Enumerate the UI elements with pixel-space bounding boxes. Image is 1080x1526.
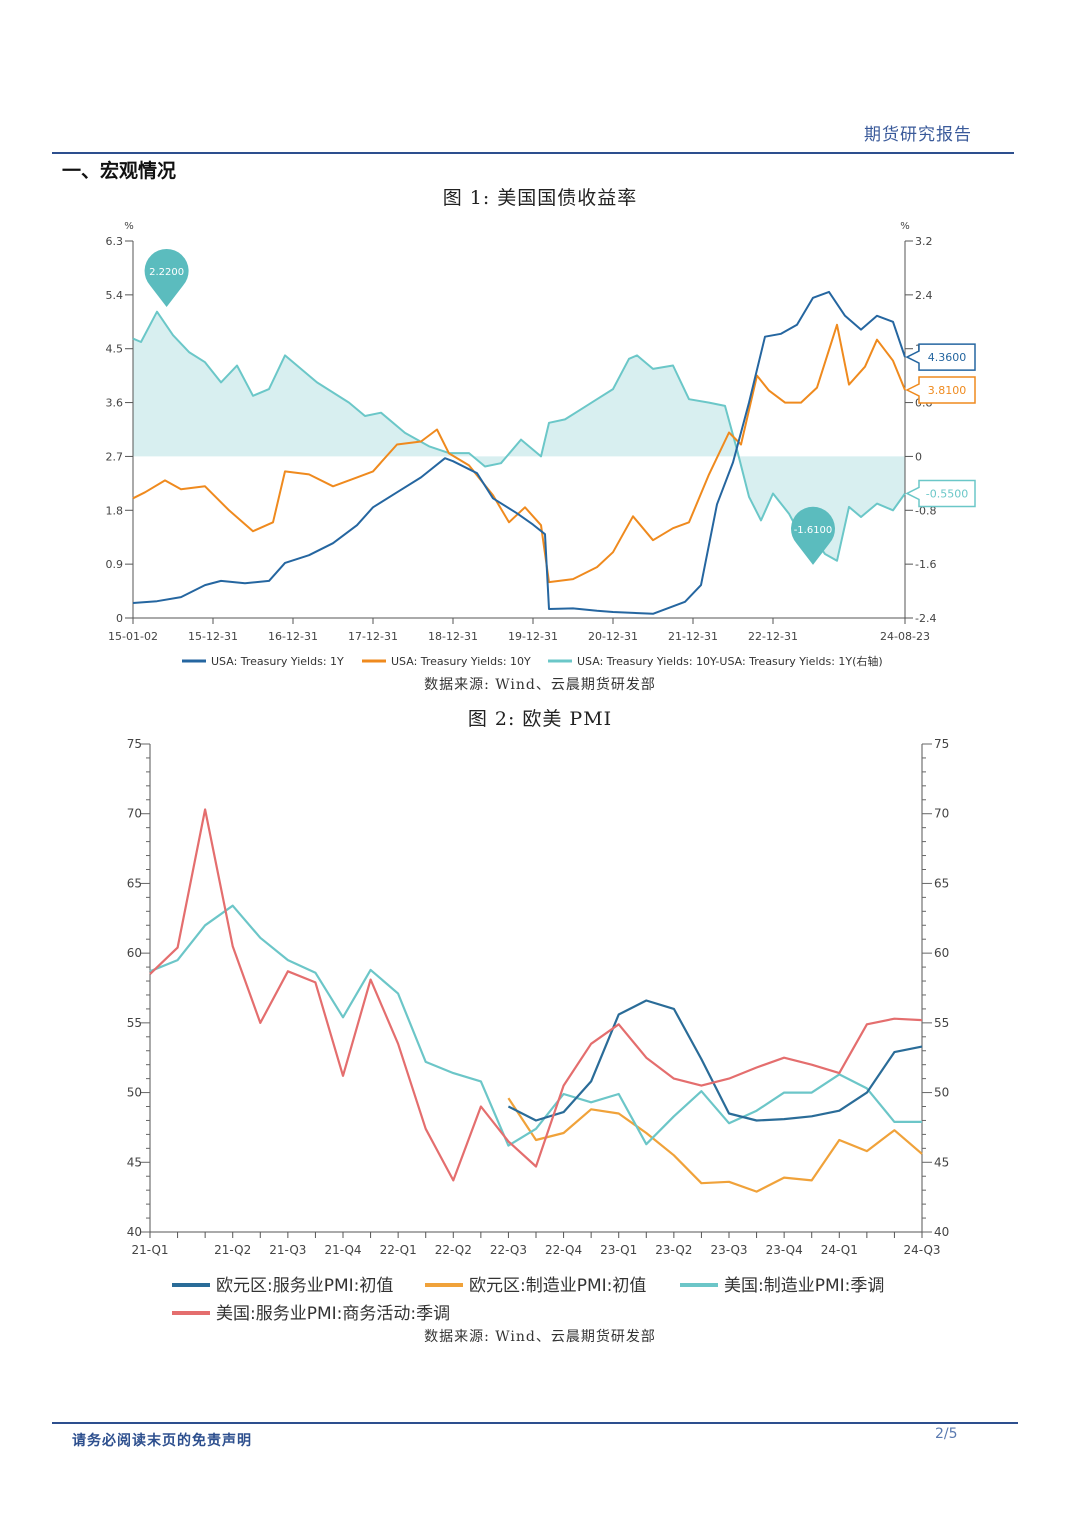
left-tick-label: 50 xyxy=(127,1086,142,1100)
right-tick-label: 40 xyxy=(934,1225,949,1239)
spread-area-fill xyxy=(133,311,905,561)
x-tick-label: 23-Q2 xyxy=(655,1243,692,1257)
x-tick-label: 22-Q4 xyxy=(545,1243,582,1257)
pmi-chart: 40 40 45 45 50 50 55 55 60 60 65 65 70 70 75 75 21-Q1 21-… xyxy=(127,737,950,1324)
end-label-box xyxy=(905,343,976,371)
pmi-legend-label-0: 欧元区:服务业PMI:初值 xyxy=(216,1276,393,1296)
legend-label-1: USA: Treasury Yields: 10Y xyxy=(391,655,531,668)
report-header-title: 期货研究报告 xyxy=(864,125,972,145)
x-tick-label: 15-12-31 xyxy=(188,630,238,643)
end-label-box xyxy=(905,479,976,508)
footer-disclaimer: 请务必阅读末页的免责声明 xyxy=(72,1433,252,1449)
x-tick-label: 22-Q2 xyxy=(435,1243,472,1257)
right-tick-label: 65 xyxy=(934,876,949,890)
legend-label-0: USA: Treasury Yields: 1Y xyxy=(211,655,344,668)
figure1-title: 图 1: 美国国债收益率 xyxy=(442,187,638,209)
x-tick-label: 22-Q3 xyxy=(490,1243,527,1257)
right-tick-label: 3.2 xyxy=(915,235,933,248)
end-label-value: -0.5500 xyxy=(926,487,968,500)
x-tick-label: 22-Q1 xyxy=(380,1243,417,1257)
section-title: 一、宏观情况 xyxy=(62,160,177,182)
figure2-title: 图 2: 欧美 PMI xyxy=(467,708,613,730)
right-tick-label: 45 xyxy=(934,1155,949,1169)
figure1-source: 数据来源: Wind、云晨期货研发部 xyxy=(424,677,656,693)
pmi-legend-label-2: 美国:制造业PMI:季调 xyxy=(724,1276,884,1296)
pmi-series-line-0 xyxy=(507,999,923,1122)
x-tick-label: 19-12-31 xyxy=(508,630,558,643)
left-tick-label: 45 xyxy=(127,1155,142,1169)
x-tick-label: 21-Q2 xyxy=(214,1243,251,1257)
left-axis-unit: % xyxy=(124,221,134,232)
left-tick-label: 0 xyxy=(116,612,123,625)
right-tick-label: 0 xyxy=(915,450,922,463)
right-tick-label: 75 xyxy=(934,737,949,751)
treasury-yield-chart: %%00.91.82.73.64.55.46.3-2.4-1.6-0.800.8… xyxy=(106,221,976,668)
right-tick-label: 70 xyxy=(934,807,949,821)
right-tick-label: 55 xyxy=(934,1016,949,1030)
left-tick-label: 70 xyxy=(127,807,142,821)
left-tick-label: 6.3 xyxy=(106,235,124,248)
left-tick-label: 3.6 xyxy=(106,397,124,410)
x-tick-label: 21-Q4 xyxy=(324,1243,361,1257)
right-tick-label: 60 xyxy=(934,946,949,960)
series-line-1 xyxy=(132,323,906,584)
left-tick-label: 4.5 xyxy=(106,343,124,356)
x-tick-label: 23-Q1 xyxy=(600,1243,637,1257)
end-label-value: 3.8100 xyxy=(928,384,967,397)
left-tick-label: 55 xyxy=(127,1016,142,1030)
pmi-series-line-2 xyxy=(149,904,922,1147)
right-tick-label: 50 xyxy=(934,1086,949,1100)
pin-marker xyxy=(791,506,836,565)
x-tick-label: 23-Q3 xyxy=(710,1243,747,1257)
pin-label: 2.2200 xyxy=(149,267,184,278)
left-tick-label: 5.4 xyxy=(106,289,124,302)
right-tick-label: 2.4 xyxy=(915,289,933,302)
right-tick-label: -2.4 xyxy=(915,612,936,625)
right-tick-label: -0.8 xyxy=(915,504,936,517)
x-tick-label: 17-12-31 xyxy=(348,630,398,643)
x-tick-label: 21-12-31 xyxy=(668,630,718,643)
end-label-value: 4.3600 xyxy=(928,351,967,364)
header-rule xyxy=(52,152,1014,154)
pin-label: -1.6100 xyxy=(794,525,833,536)
pmi-legend-label-1: 欧元区:制造业PMI:初值 xyxy=(469,1276,646,1296)
x-tick-label: 20-12-31 xyxy=(588,630,638,643)
right-axis-unit: % xyxy=(900,221,910,232)
x-tick-label: 23-Q4 xyxy=(766,1243,803,1257)
figure2-source: 数据来源: Wind、云晨期货研发部 xyxy=(424,1329,656,1345)
left-tick-label: 0.9 xyxy=(106,558,124,571)
x-tick-label: 16-12-31 xyxy=(268,630,318,643)
x-tick-label: 22-12-31 xyxy=(748,630,798,643)
left-tick-label: 1.8 xyxy=(106,504,124,517)
pmi-series-line-1 xyxy=(507,1097,923,1193)
page-number: 2/5 xyxy=(935,1426,958,1442)
legend-label-2: USA: Treasury Yields: 10Y-USA: Treasury … xyxy=(577,654,883,668)
x-tick-label: 18-12-31 xyxy=(428,630,478,643)
x-tick-label: 21-Q1 xyxy=(131,1243,168,1257)
x-tick-label: 15-01-02 xyxy=(108,630,158,643)
right-tick-label: -1.6 xyxy=(915,558,936,571)
pmi-legend-label-3: 美国:服务业PMI:商务活动:季调 xyxy=(216,1304,450,1324)
left-tick-label: 40 xyxy=(127,1225,142,1239)
left-tick-label: 65 xyxy=(127,876,142,890)
left-tick-label: 2.7 xyxy=(106,450,124,463)
left-tick-label: 60 xyxy=(127,946,142,960)
x-tick-label: 21-Q3 xyxy=(269,1243,306,1257)
x-tick-label: 24-08-23 xyxy=(880,630,930,643)
x-tick-label: 24-Q3 xyxy=(903,1243,940,1257)
end-label-box xyxy=(905,376,976,404)
pin-marker xyxy=(144,248,189,307)
footer-rule xyxy=(52,1422,1018,1424)
pmi-series-line-3 xyxy=(149,808,923,1182)
x-tick-label: 24-Q1 xyxy=(821,1243,858,1257)
left-tick-label: 75 xyxy=(127,737,142,751)
series-line-0 xyxy=(132,290,906,615)
